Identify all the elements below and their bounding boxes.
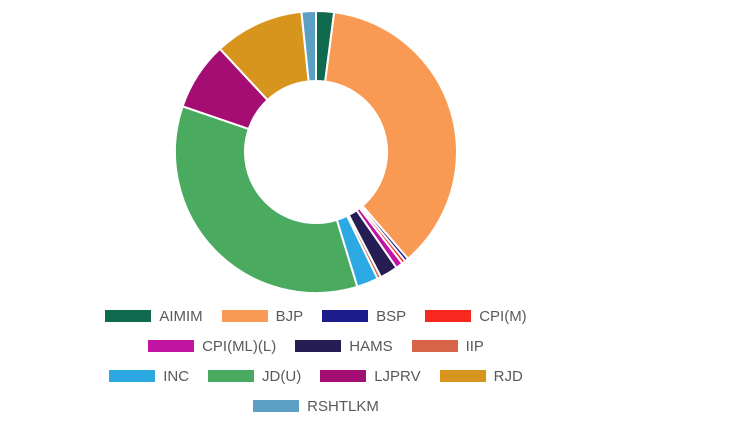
legend-swatch-inc	[109, 370, 156, 382]
doughnut-chart-container: AIMIM BJP BSP CPI(M) CPI(ML)(L) HAMS IIP INC JD(…	[0, 9, 632, 421]
legend-swatch-aimim	[105, 310, 152, 322]
legend-row: INC JD(U) LJPRV RJD	[0, 361, 632, 391]
legend-label-rjd: RJD	[493, 367, 523, 385]
legend-item-inc[interactable]: INC	[109, 369, 189, 384]
legend-item-bjp[interactable]: BJP	[221, 307, 304, 325]
legend-swatch-bjp	[221, 310, 268, 322]
legend-label-rshtlkm: RSHTLKM	[307, 397, 379, 415]
legend-swatch-ljprv	[320, 370, 367, 382]
legend-swatch-cpi-m	[425, 310, 472, 322]
legend-row: AIMIM BJP BSP CPI(M)	[0, 301, 632, 331]
legend-swatch-iip	[411, 340, 458, 352]
legend-label-cpi-ml-l: CPI(ML)(L)	[202, 337, 277, 355]
legend-item-cpi-ml-l[interactable]: CPI(ML)(L)	[148, 339, 276, 354]
legend-item-iip[interactable]: IIP	[411, 337, 484, 355]
legend-label-inc: INC	[163, 367, 190, 385]
legend-item-rshtlkm[interactable]: RSHTLKM	[253, 399, 379, 414]
slice-rshtlkm[interactable]	[300, 9, 317, 83]
legend-swatch-cpi-ml-l	[148, 340, 195, 352]
legend-item-jd-u[interactable]: JD(U)	[208, 369, 301, 384]
legend-swatch-jd-u	[208, 370, 255, 382]
legend-label-bjp: BJP	[275, 307, 304, 325]
legend-label-hams: HAMS	[349, 337, 393, 355]
legend-label-iip: IIP	[465, 337, 484, 355]
legend-label-ljprv: LJPRV	[374, 367, 421, 385]
legend-label-cpi-m: CPI(M)	[479, 307, 527, 325]
slice-jd-u[interactable]	[174, 105, 359, 294]
legend-swatch-rshtlkm	[253, 400, 300, 412]
legend-item-rjd[interactable]: RJD	[439, 367, 523, 385]
legend-item-hams[interactable]: HAMS	[295, 337, 393, 355]
legend-swatch-rjd	[439, 370, 486, 382]
legend-row: RSHTLKM	[0, 391, 632, 421]
legend-label-bsp: BSP	[376, 307, 407, 325]
legend-item-aimim[interactable]: AIMIM	[105, 307, 203, 325]
legend-item-bsp[interactable]: BSP	[322, 309, 406, 324]
legend-item-cpi-m[interactable]: CPI(M)	[425, 309, 527, 324]
donut-chart	[174, 9, 458, 294]
legend-swatch-bsp	[322, 310, 369, 322]
legend-label-jd-u: JD(U)	[262, 367, 302, 385]
slice-bjp[interactable]	[324, 11, 458, 260]
chart-legend: AIMIM BJP BSP CPI(M) CPI(ML)(L) HAMS IIP INC JD(…	[0, 301, 632, 421]
legend-row: CPI(ML)(L) HAMS IIP	[0, 331, 632, 361]
legend-item-ljprv[interactable]: LJPRV	[320, 367, 421, 385]
legend-swatch-hams	[295, 340, 342, 352]
legend-label-aimim: AIMIM	[159, 307, 203, 325]
